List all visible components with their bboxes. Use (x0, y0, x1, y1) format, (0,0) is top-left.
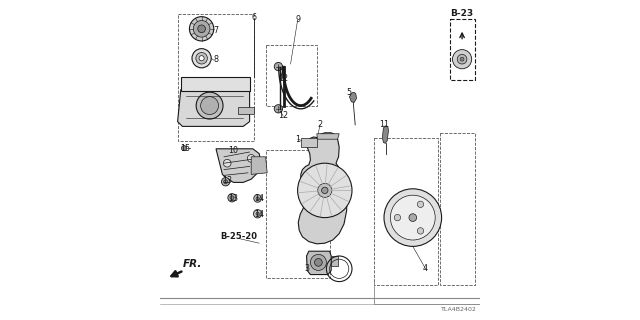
Text: 15: 15 (180, 144, 191, 153)
Circle shape (199, 56, 204, 61)
Circle shape (247, 155, 255, 162)
Text: 4: 4 (423, 264, 428, 273)
Circle shape (256, 197, 259, 200)
Polygon shape (298, 133, 347, 244)
Text: 13: 13 (228, 194, 239, 203)
Text: 5: 5 (346, 88, 351, 97)
Circle shape (198, 25, 205, 33)
Circle shape (230, 196, 234, 200)
Circle shape (182, 146, 187, 151)
Circle shape (322, 187, 328, 194)
Circle shape (310, 254, 326, 270)
Text: TLA4B2402: TLA4B2402 (441, 307, 477, 312)
Polygon shape (349, 92, 356, 102)
Text: 7: 7 (213, 26, 219, 35)
Circle shape (274, 62, 283, 71)
Circle shape (254, 195, 262, 202)
Text: 10: 10 (228, 146, 239, 155)
Text: 6: 6 (252, 13, 257, 22)
Circle shape (417, 228, 424, 234)
Circle shape (452, 50, 472, 69)
Polygon shape (239, 107, 254, 114)
Text: 14: 14 (254, 194, 264, 203)
Text: 1: 1 (295, 135, 300, 144)
Polygon shape (181, 77, 250, 91)
Polygon shape (216, 149, 261, 182)
Circle shape (196, 92, 223, 119)
Text: 12: 12 (278, 74, 288, 83)
Circle shape (223, 159, 231, 167)
Text: FR.: FR. (183, 260, 202, 269)
Circle shape (417, 201, 424, 207)
Text: 11: 11 (379, 120, 389, 129)
Circle shape (253, 210, 262, 218)
Text: 2: 2 (317, 120, 323, 129)
Circle shape (390, 195, 435, 240)
Circle shape (221, 178, 230, 186)
Circle shape (460, 57, 464, 61)
Polygon shape (332, 256, 338, 266)
Circle shape (256, 212, 259, 215)
Text: 14: 14 (254, 210, 264, 219)
Text: 13: 13 (222, 176, 232, 185)
Polygon shape (301, 138, 317, 147)
Circle shape (201, 97, 219, 115)
Text: 9: 9 (295, 15, 300, 24)
Circle shape (224, 180, 228, 184)
Circle shape (384, 189, 442, 246)
Text: 12: 12 (278, 111, 288, 120)
Circle shape (317, 183, 332, 197)
Circle shape (193, 20, 210, 37)
Circle shape (192, 49, 211, 68)
Circle shape (298, 163, 352, 218)
Circle shape (315, 259, 322, 266)
Circle shape (394, 214, 401, 221)
Text: 3: 3 (305, 264, 310, 273)
Circle shape (189, 17, 214, 41)
Text: B-25-20: B-25-20 (220, 232, 257, 241)
Circle shape (196, 52, 207, 64)
Polygon shape (307, 251, 332, 275)
Circle shape (274, 105, 283, 113)
Circle shape (228, 194, 236, 202)
Polygon shape (178, 90, 250, 126)
Text: 8: 8 (214, 55, 218, 64)
Polygon shape (317, 134, 339, 139)
Polygon shape (251, 157, 268, 174)
Circle shape (457, 54, 467, 64)
Text: B-23: B-23 (451, 9, 474, 18)
Circle shape (409, 214, 417, 221)
Polygon shape (383, 126, 388, 143)
